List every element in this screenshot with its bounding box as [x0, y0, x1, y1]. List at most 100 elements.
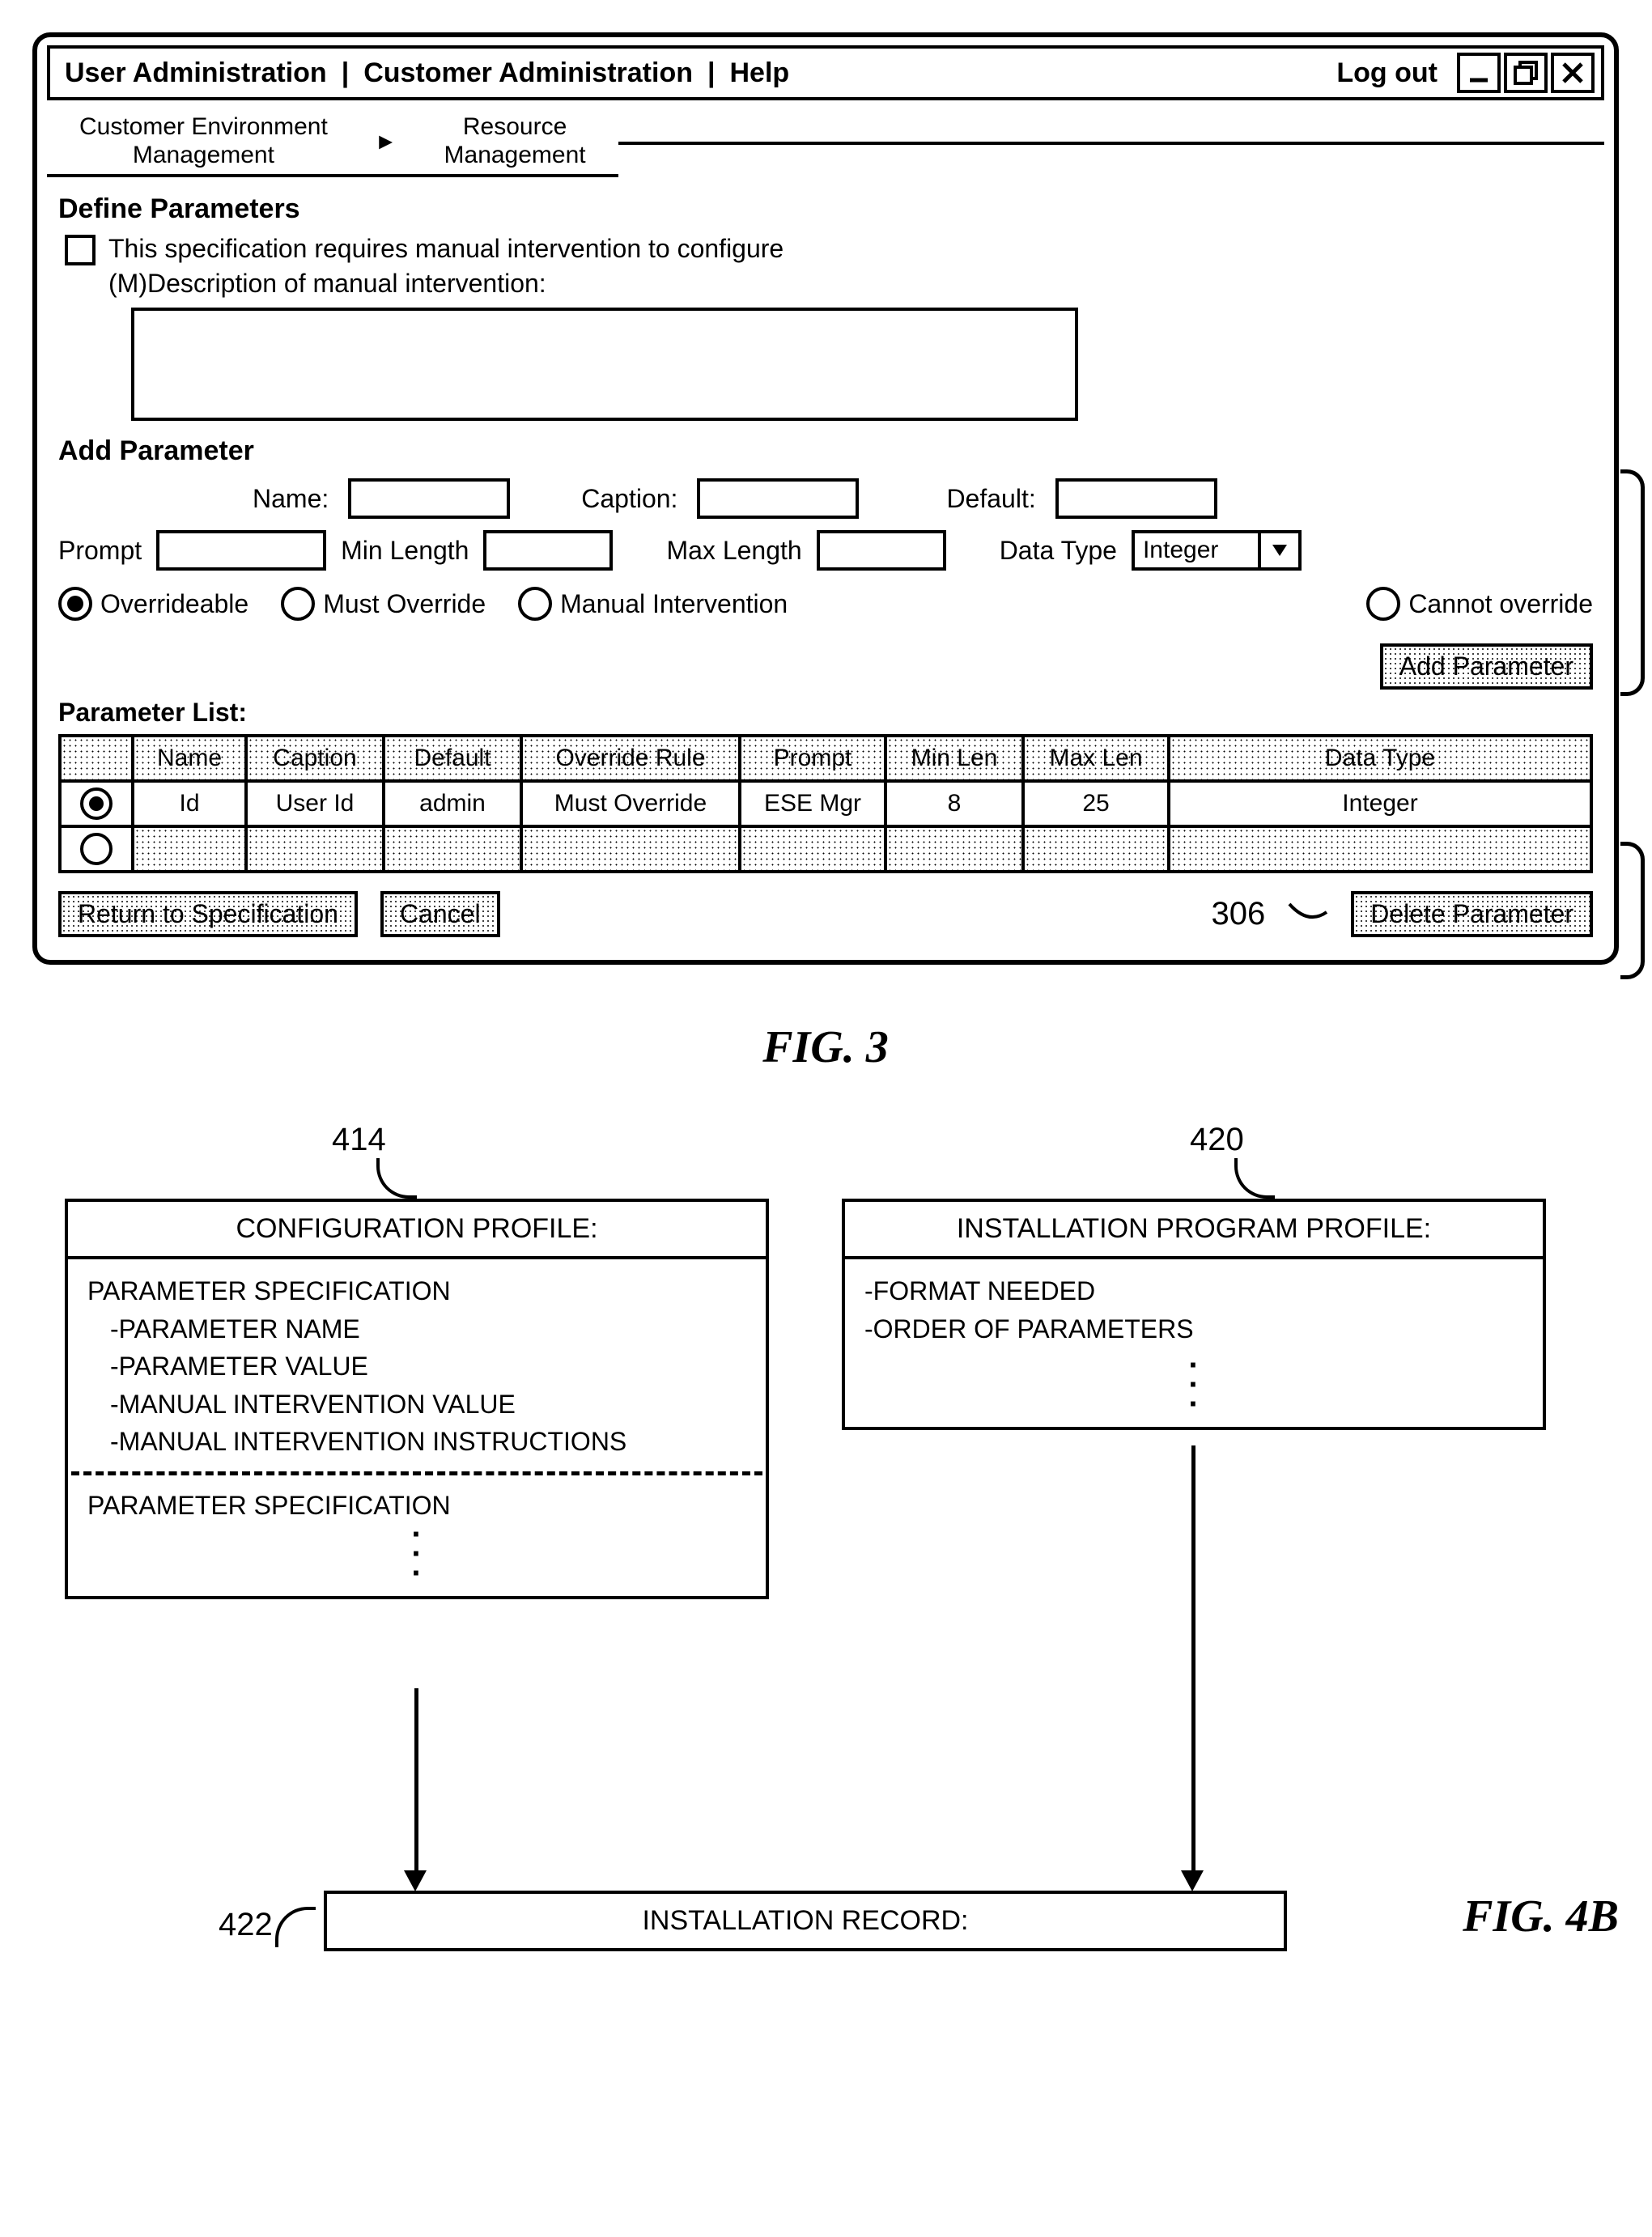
figure-caption: FIG. 3	[32, 1021, 1619, 1073]
box-line: -ORDER OF PARAMETERS	[864, 1310, 1523, 1348]
cell-default: admin	[384, 781, 521, 826]
delete-button[interactable]: Delete Parameter	[1351, 891, 1593, 937]
prompt-label: Prompt	[58, 536, 142, 566]
table-row[interactable]	[60, 826, 1591, 872]
caption-label: Caption:	[581, 484, 677, 514]
col-override: Override Rule	[521, 736, 740, 781]
col-prompt: Prompt	[740, 736, 885, 781]
maxlen-input[interactable]	[817, 530, 946, 571]
arrow-head-icon	[404, 1870, 427, 1891]
vdots-icon: ···	[87, 1525, 746, 1583]
arrow-line	[1191, 1445, 1195, 1874]
row-radio-icon[interactable]	[80, 787, 113, 820]
box-line: -FORMAT NEEDED	[864, 1272, 1523, 1310]
col-datatype: Data Type	[1169, 736, 1591, 781]
box-title: INSTALLATION PROGRAM PROFILE:	[845, 1202, 1543, 1259]
separator: |	[335, 57, 356, 89]
parameter-table: Name Caption Default Override Rule Promp…	[58, 734, 1593, 873]
col-caption: Caption	[246, 736, 384, 781]
menu-help[interactable]: Help	[722, 57, 798, 89]
maxlen-label: Max Length	[666, 536, 801, 566]
config-profile-box: CONFIGURATION PROFILE: PARAMETER SPECIFI…	[65, 1199, 769, 1598]
callout-leader-icon	[376, 1158, 417, 1199]
prompt-input[interactable]	[156, 530, 326, 571]
brace-icon	[1620, 469, 1645, 696]
tab-label: Management	[444, 142, 586, 170]
app-window: User Administration | Customer Administr…	[32, 32, 1619, 965]
box-title: INSTALLATION RECORD:	[327, 1894, 1284, 1948]
datatype-value: Integer	[1143, 537, 1218, 564]
tab-bar: Customer Environment Management ► Resour…	[47, 108, 1604, 177]
minimize-icon[interactable]	[1457, 53, 1501, 93]
col-name: Name	[133, 736, 246, 781]
cell-caption: User Id	[246, 781, 384, 826]
arrow-head-icon	[1181, 1870, 1204, 1891]
add-parameter-button[interactable]: Add Parameter	[1380, 643, 1593, 690]
breadcrumb-arrow-icon: ►	[360, 108, 412, 177]
arrow-line	[414, 1688, 418, 1874]
install-record-box: INSTALLATION RECORD:	[324, 1891, 1287, 1951]
box-line: PARAMETER SPECIFICATION	[87, 1272, 746, 1310]
callout-420: 420	[1190, 1122, 1244, 1158]
table-row[interactable]: Id User Id admin Must Override ESE Mgr 8…	[60, 781, 1591, 826]
tab-label: Management	[79, 142, 328, 170]
brace-icon	[1620, 842, 1645, 979]
callout-leader-icon	[1288, 902, 1328, 927]
box-line: -MANUAL INTERVENTION VALUE	[87, 1386, 746, 1423]
table-header-row: Name Caption Default Override Rule Promp…	[60, 736, 1591, 781]
cell-prompt: ESE Mgr	[740, 781, 885, 826]
radio-manual-intervention[interactable]: Manual Intervention	[518, 587, 788, 621]
install-profile-box: INSTALLATION PROGRAM PROFILE: -FORMAT NE…	[842, 1199, 1546, 1430]
minlen-input[interactable]	[483, 530, 613, 571]
box-line: -MANUAL INTERVENTION INSTRUCTIONS	[87, 1423, 746, 1460]
datatype-label: Data Type	[1000, 536, 1117, 566]
col-default: Default	[384, 736, 521, 781]
radio-must-override[interactable]: Must Override	[281, 587, 486, 621]
name-label: Name:	[253, 484, 329, 514]
maximize-icon[interactable]	[1504, 53, 1548, 93]
close-icon[interactable]	[1551, 53, 1595, 93]
vdots-icon: ···	[864, 1356, 1523, 1414]
cell-datatype: Integer	[1169, 781, 1591, 826]
cell-name: Id	[133, 781, 246, 826]
manual-intervention-checkbox[interactable]	[65, 235, 96, 265]
datatype-select[interactable]: Integer	[1132, 530, 1302, 571]
caption-input[interactable]	[697, 478, 859, 519]
menu-logout[interactable]: Log out	[1328, 57, 1446, 89]
tab-label: Resource	[444, 113, 586, 142]
name-input[interactable]	[348, 478, 510, 519]
radio-label: Must Override	[323, 589, 486, 619]
tab-resource-mgmt[interactable]: Resource Management	[412, 108, 618, 177]
separator: |	[701, 57, 722, 89]
cancel-button[interactable]: Cancel	[380, 891, 500, 937]
col-minlen: Min Len	[885, 736, 1023, 781]
box-title: CONFIGURATION PROFILE:	[68, 1202, 766, 1259]
checkbox-label: This specification requires manual inter…	[108, 231, 784, 301]
tab-customer-env[interactable]: Customer Environment Management	[47, 108, 360, 177]
callout-414: 414	[332, 1122, 386, 1158]
callout-leader-icon	[275, 1907, 316, 1947]
default-input[interactable]	[1055, 478, 1217, 519]
row-radio-icon[interactable]	[80, 833, 113, 865]
callout-leader-icon	[1234, 1158, 1275, 1199]
flowchart: 414 420 CONFIGURATION PROFILE: PARAMETER…	[32, 1122, 1619, 1996]
description-textarea[interactable]	[131, 308, 1078, 421]
radio-label: Overrideable	[100, 589, 248, 619]
cell-override: Must Override	[521, 781, 740, 826]
callout-306: 306	[1211, 896, 1265, 932]
box-line: -PARAMETER NAME	[87, 1310, 746, 1348]
radio-overrideable[interactable]: Overrideable	[58, 587, 248, 621]
box-line: -PARAMETER VALUE	[87, 1348, 746, 1385]
menu-user-admin[interactable]: User Administration	[57, 57, 335, 89]
return-button[interactable]: Return to Specification	[58, 891, 358, 937]
dropdown-arrow-icon[interactable]	[1261, 530, 1302, 571]
radio-label: Cannot override	[1408, 589, 1593, 619]
radio-cannot-override[interactable]: Cannot override	[1366, 587, 1593, 621]
menu-customer-admin[interactable]: Customer Administration	[355, 57, 701, 89]
define-title: Define Parameters	[58, 193, 1593, 225]
add-param-title: Add Parameter	[58, 435, 1593, 467]
cell-maxlen: 25	[1023, 781, 1169, 826]
minlen-label: Min Length	[341, 536, 469, 566]
default-label: Default:	[946, 484, 1035, 514]
radio-label: Manual Intervention	[560, 589, 788, 619]
